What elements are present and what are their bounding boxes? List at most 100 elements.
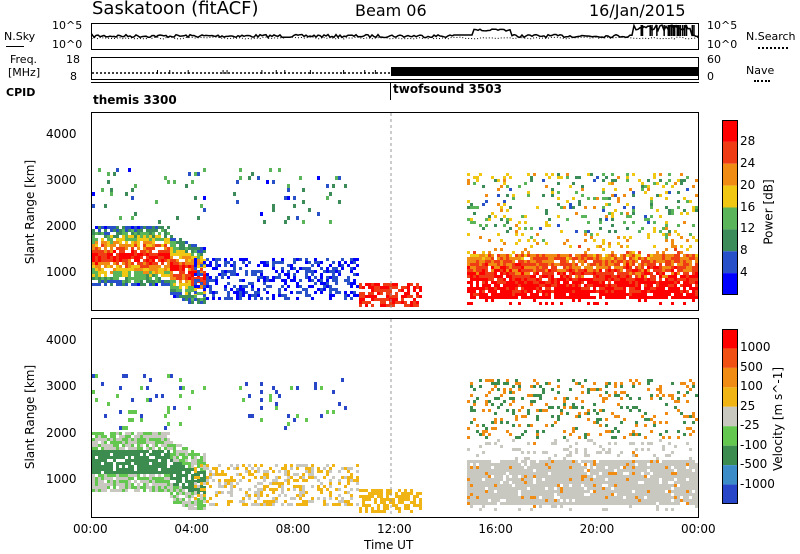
- heatmap-cell: [98, 268, 101, 271]
- heatmap-cell: [302, 476, 305, 479]
- heatmap-cell: [602, 188, 605, 191]
- heatmap-cell: [401, 298, 404, 301]
- heatmap-cell: [188, 298, 191, 301]
- heatmap-cell: [605, 508, 608, 511]
- heatmap-cell: [119, 435, 122, 438]
- heatmap-cell: [644, 260, 647, 263]
- heatmap-cell: [266, 291, 269, 294]
- heatmap-cell: [506, 173, 509, 176]
- heatmap-cell: [200, 271, 203, 274]
- heatmap-cell: [320, 386, 323, 390]
- heatmap-cell: [596, 496, 599, 499]
- heatmap-cell: [245, 470, 248, 473]
- heatmap-cell: [587, 454, 590, 457]
- heatmap-cell: [623, 469, 626, 472]
- heatmap-cell: [512, 400, 515, 403]
- heatmap-cell: [335, 279, 338, 282]
- heatmap-cell: [536, 242, 539, 245]
- heatmap-cell: [92, 283, 95, 286]
- heatmap-cell: [644, 424, 647, 427]
- heatmap-cell: [140, 480, 143, 483]
- heatmap-cell: [386, 492, 389, 495]
- heatmap-cell: [92, 277, 95, 280]
- heatmap-cell: [662, 296, 665, 299]
- heatmap-cell: [599, 260, 602, 263]
- heatmap-cell: [224, 258, 227, 261]
- heatmap-cell: [161, 268, 164, 271]
- heatmap-cell: [161, 477, 164, 480]
- heatmap-cell: [584, 490, 587, 493]
- heatmap-cell: [182, 465, 185, 468]
- power-panel: [91, 112, 699, 311]
- heatmap-cell: [305, 291, 308, 294]
- heatmap-cell: [632, 478, 635, 481]
- heatmap-cell: [341, 476, 344, 479]
- heatmap-cell: [95, 256, 98, 259]
- heatmap-cell: [353, 282, 356, 285]
- heatmap-cell: [584, 293, 587, 296]
- heatmap-cell: [485, 299, 488, 302]
- heatmap-cell: [671, 302, 674, 305]
- heatmap-cell: [491, 263, 494, 266]
- heatmap-cell: [272, 503, 275, 506]
- heatmap-cell: [209, 485, 212, 488]
- heatmap-cell: [509, 275, 512, 278]
- heatmap-cell: [569, 499, 572, 502]
- heatmap-cell: [647, 257, 650, 260]
- heatmap-cell: [203, 292, 206, 295]
- heatmap-cell: [104, 486, 107, 489]
- heatmap-cell: [371, 298, 374, 301]
- heatmap-cell: [269, 394, 272, 398]
- heatmap-cell: [641, 269, 644, 272]
- heatmap-cell: [575, 415, 578, 418]
- heatmap-cell: [599, 218, 602, 221]
- heatmap-cell: [521, 481, 524, 484]
- heatmap-cell: [182, 386, 185, 390]
- heatmap-cell: [170, 444, 173, 447]
- heatmap-cell: [476, 469, 479, 472]
- heatmap-cell: [668, 287, 671, 290]
- heatmap-cell: [605, 469, 608, 472]
- heatmap-cell: [176, 292, 179, 295]
- power-y-tick: 2000: [46, 219, 77, 234]
- heatmap-cell: [593, 478, 596, 481]
- heatmap-cell: [485, 430, 488, 433]
- heatmap-cell: [494, 296, 497, 299]
- heatmap-cell: [647, 448, 650, 451]
- heatmap-cell: [584, 472, 587, 475]
- heatmap-cell: [347, 264, 350, 267]
- heatmap-cell: [509, 466, 512, 469]
- heatmap-cell: [572, 460, 575, 463]
- heatmap-cell: [125, 489, 128, 492]
- noise-plot: [91, 23, 699, 40]
- heatmap-cell: [524, 215, 527, 218]
- heatmap-cell: [569, 445, 572, 448]
- heatmap-cell: [479, 173, 482, 176]
- heatmap-cell: [512, 260, 515, 263]
- heatmap-cell: [278, 494, 281, 497]
- heatmap-cell: [329, 470, 332, 473]
- heatmap-cell: [596, 484, 599, 487]
- heatmap-cell: [101, 480, 104, 483]
- heatmap-cell: [635, 284, 638, 287]
- heatmap-cell: [569, 433, 572, 436]
- heatmap-cell: [140, 386, 143, 390]
- heatmap-cell: [647, 236, 650, 239]
- heatmap-cell: [191, 495, 194, 498]
- heatmap-cell: [200, 507, 203, 510]
- heatmap-cell: [488, 472, 491, 475]
- heatmap-cell: [536, 430, 539, 433]
- heatmap-cell: [146, 480, 149, 483]
- heatmap-cell: [413, 301, 416, 304]
- heatmap-cell: [92, 459, 95, 462]
- heatmap-cell: [521, 406, 524, 409]
- heatmap-cell: [134, 450, 137, 453]
- heatmap-cell: [527, 469, 530, 472]
- heatmap-cell: [494, 263, 497, 266]
- heatmap-cell: [182, 447, 185, 450]
- heatmap-cell: [242, 258, 245, 261]
- heatmap-cell: [587, 266, 590, 269]
- heatmap-cell: [632, 194, 635, 197]
- heatmap-cell: [281, 279, 284, 282]
- heatmap-cell: [92, 374, 95, 378]
